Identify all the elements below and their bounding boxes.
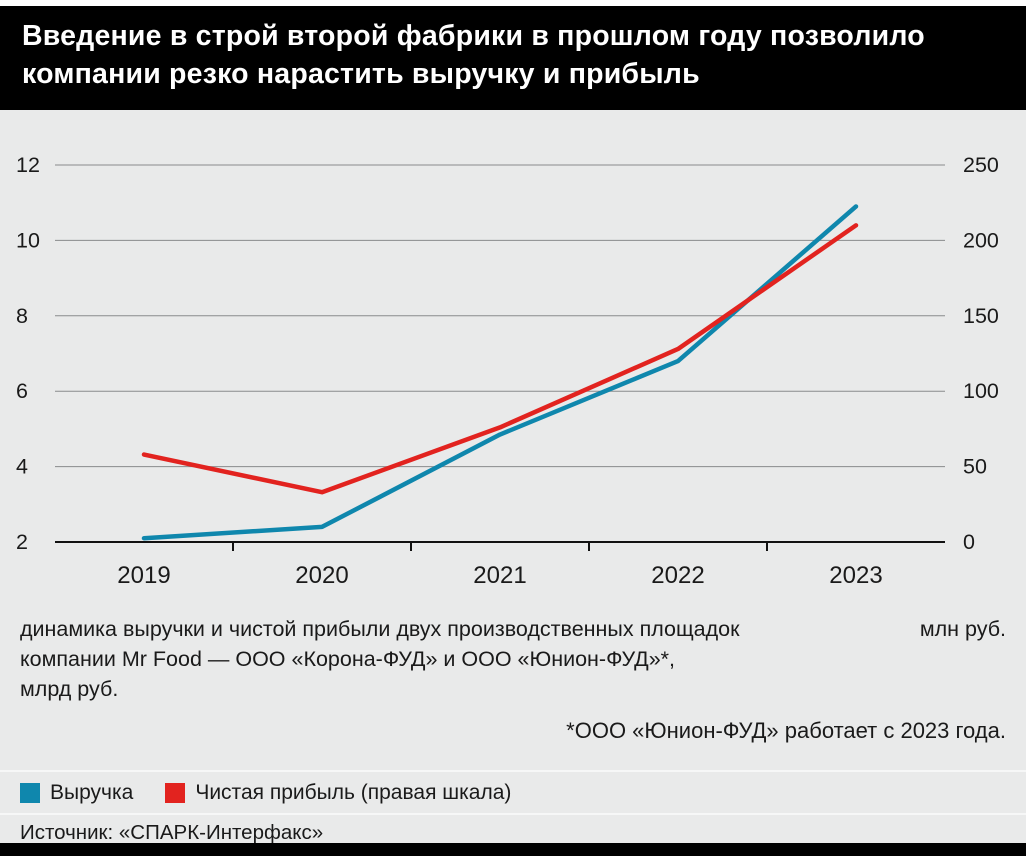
chart-header: Введение в строй второй фабрики в прошло…	[0, 6, 1026, 110]
legend-label: Чистая прибыль (правая шкала)	[195, 781, 512, 804]
svg-text:200: 200	[963, 228, 999, 252]
chart-legend: Выручка Чистая прибыль (правая шкала)	[20, 781, 511, 805]
bottom-bar	[0, 843, 1026, 856]
top-strip	[0, 0, 1026, 6]
svg-text:2: 2	[16, 530, 28, 554]
caption-line-3: млрд руб.	[20, 677, 119, 701]
chart-footnote: *ООО «Юнион-ФУД» работает с 2023 года.	[566, 718, 1006, 743]
svg-text:150: 150	[963, 304, 999, 328]
svg-text:100: 100	[963, 379, 999, 403]
line-chart: 2 4 6 8 10 12 0 50 100 150 200 250 2019 2020 2021 2022 2…	[16, 153, 999, 589]
svg-text:2019: 2019	[117, 562, 170, 589]
source-divider	[0, 813, 1026, 815]
svg-text:50: 50	[963, 455, 987, 479]
svg-text:8: 8	[16, 304, 28, 328]
svg-text:0: 0	[963, 530, 975, 554]
legend-swatch	[20, 783, 40, 803]
source-line: Источник: «СПАРК-Интерфакс»	[20, 821, 323, 845]
legend-swatch	[165, 783, 186, 803]
svg-text:2020: 2020	[295, 562, 348, 589]
caption-line-2: компании Mr Food — ООО «Корона-ФУД» и ОО…	[20, 647, 676, 671]
right-axis-unit-label: млн руб.	[919, 617, 1006, 641]
svg-text:2021: 2021	[473, 562, 526, 589]
svg-text:250: 250	[963, 153, 999, 177]
svg-text:2023: 2023	[829, 562, 882, 589]
svg-text:12: 12	[16, 153, 40, 177]
chart-area: 2 4 6 8 10 12 0 50 100 150 200 250 2019 2020 2021 2022 2…	[0, 125, 1026, 595]
legend-label: Выручка	[50, 781, 134, 804]
svg-text:4: 4	[16, 455, 28, 479]
legend-divider	[0, 770, 1026, 772]
legend-item: Чистая прибыль (правая шкала)	[165, 781, 511, 805]
svg-text:6: 6	[16, 379, 28, 403]
legend-item: Выручка	[20, 781, 133, 805]
svg-text:10: 10	[16, 228, 40, 252]
source-text: Источник: «СПАРК-Интерфакс»	[20, 821, 324, 844]
page-title: Введение в строй второй фабрики в прошло…	[22, 20, 925, 90]
svg-text:2022: 2022	[651, 562, 704, 589]
caption-line-1: динамика выручки и чистой прибыли двух п…	[20, 617, 740, 641]
chart-caption: млн руб. динамика выручки и чистой прибы…	[20, 614, 1006, 746]
